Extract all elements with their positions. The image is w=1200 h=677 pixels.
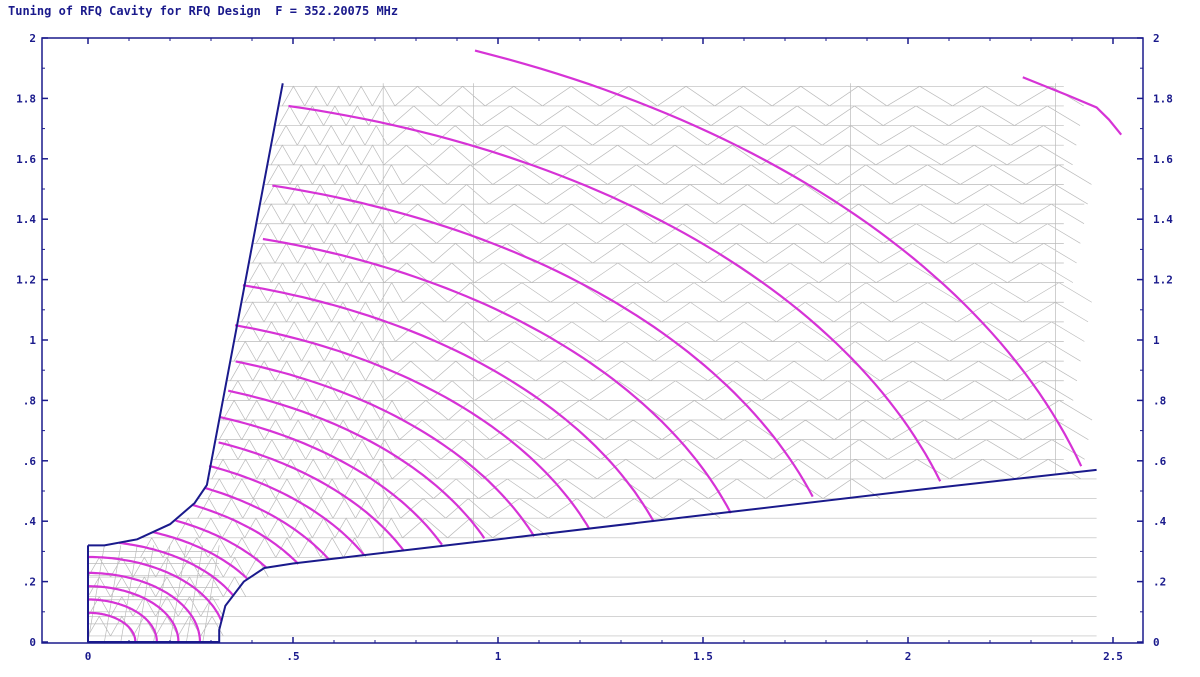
field-line <box>1022 76 1123 136</box>
field-line <box>262 237 732 514</box>
y-tick-label-right: 2 <box>1153 32 1160 45</box>
y-tick-label-right: 1.4 <box>1153 213 1173 226</box>
field-line <box>220 416 443 546</box>
y-tick-label-left: 0 <box>29 636 36 649</box>
y-tick-label-right: .2 <box>1153 576 1166 589</box>
mesh-grid <box>87 83 1097 643</box>
field-line <box>208 464 366 556</box>
y-tick-label-right: .4 <box>1153 515 1167 528</box>
field-lines <box>88 49 1123 643</box>
y-tick-label-left: .2 <box>23 576 36 589</box>
y-tick-label-left: 1 <box>29 334 36 347</box>
cavity-boundary <box>87 83 1097 643</box>
x-tick-label: 1.5 <box>693 650 713 663</box>
x-tick-label: 2.5 <box>1103 650 1123 663</box>
y-tick-label-left: 1.2 <box>16 274 36 287</box>
y-tick-label-left: .6 <box>23 455 37 468</box>
field-line <box>235 360 536 537</box>
boundary-wall <box>88 83 284 547</box>
field-line <box>191 503 300 565</box>
y-tick-label-left: 2 <box>29 32 36 45</box>
field-line <box>152 531 248 580</box>
x-tick-label: 0 <box>85 650 92 663</box>
field-line <box>204 486 330 561</box>
x-tick-label: 2 <box>905 650 912 663</box>
y-tick-label-left: 1.6 <box>16 153 36 166</box>
field-line <box>227 389 486 539</box>
mesh-lines <box>87 83 1097 643</box>
field-line <box>119 541 235 597</box>
field-line <box>88 571 201 642</box>
y-tick-label-right: 1.8 <box>1153 92 1173 105</box>
field-line <box>175 519 268 569</box>
y-tick-label-right: 1.6 <box>1153 153 1173 166</box>
field-line <box>88 555 223 622</box>
field-line <box>234 324 591 530</box>
field-line <box>88 585 180 642</box>
field-line <box>88 598 158 642</box>
y-tick-label-left: .4 <box>23 515 37 528</box>
y-tick-label-right: 1.2 <box>1153 274 1173 287</box>
y-tick-label-left: 1.8 <box>16 92 36 105</box>
y-tick-label-right: .8 <box>1153 394 1166 407</box>
y-tick-label-left: .8 <box>23 394 36 407</box>
axes: 0 .5 1 1.5 2 2.5 0 0 .2 .2 .4 .4 .6 .6 .8 .8 1 1 1.2 1.2 1.4… <box>16 32 1173 663</box>
field-line <box>288 104 942 482</box>
y-tick-label-left: 1.4 <box>16 213 36 226</box>
boundary-lower <box>88 468 1097 643</box>
x-tick-label: .5 <box>286 650 299 663</box>
chart-title: Tuning of RFQ Cavity for RFQ Design F = … <box>8 4 399 18</box>
y-tick-label-right: .6 <box>1153 455 1167 468</box>
field-line <box>218 441 405 552</box>
y-tick-label-right: 0 <box>1153 636 1160 649</box>
y-tick-label-right: 1 <box>1153 334 1160 347</box>
field-line <box>242 284 655 523</box>
field-line <box>272 184 814 498</box>
field-line <box>88 611 137 643</box>
field-line <box>474 49 1083 467</box>
x-tick-label: 1 <box>495 650 502 663</box>
